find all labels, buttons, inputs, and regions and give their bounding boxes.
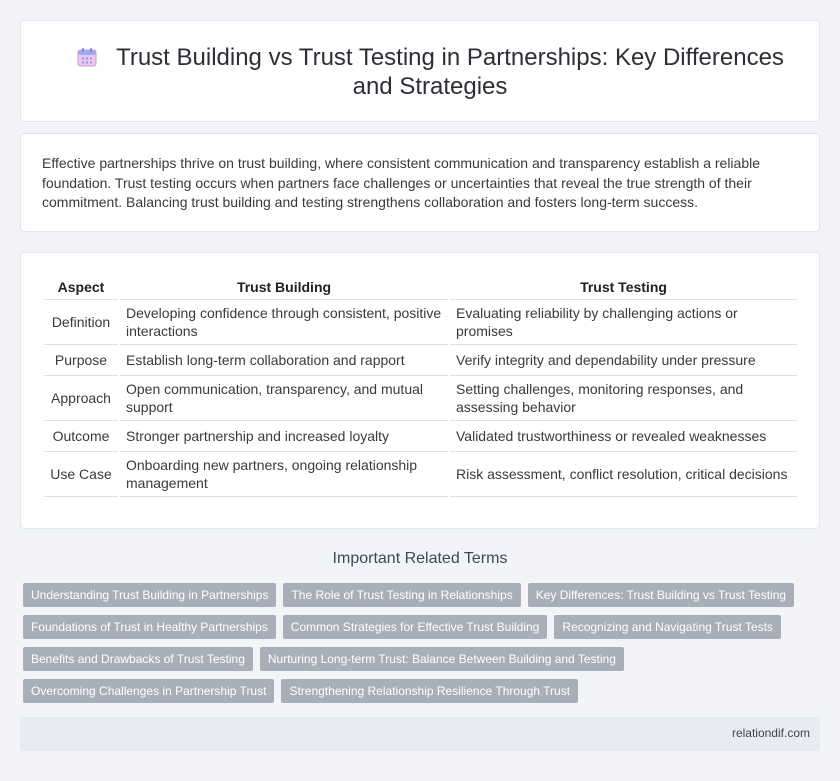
row-trust-testing: Validated trustworthiness or revealed we… bbox=[450, 421, 797, 452]
related-terms-title: Important Related Terms bbox=[332, 550, 508, 567]
tag-row: Foundations of Trust in Healthy Partners… bbox=[23, 615, 803, 639]
related-term-tag[interactable]: Strengthening Relationship Resilience Th… bbox=[281, 679, 579, 703]
header-card: Trust Building vs Trust Testing in Partn… bbox=[20, 20, 820, 122]
comparison-table: Aspect Trust Building Trust Testing Defi… bbox=[42, 274, 799, 497]
related-terms-list: Understanding Trust Building in Partners… bbox=[23, 583, 803, 711]
related-term-tag[interactable]: Overcoming Challenges in Partnership Tru… bbox=[23, 679, 275, 703]
related-term-tag[interactable]: Understanding Trust Building in Partners… bbox=[23, 583, 277, 607]
row-trust-testing: Risk assessment, conflict resolution, cr… bbox=[450, 452, 797, 497]
column-header-aspect: Aspect bbox=[44, 274, 118, 300]
row-aspect: Outcome bbox=[44, 421, 118, 452]
row-trust-building: Stronger partnership and increased loyal… bbox=[120, 421, 448, 452]
tag-row: Overcoming Challenges in Partnership Tru… bbox=[23, 679, 803, 703]
related-term-tag[interactable]: Key Differences: Trust Building vs Trust… bbox=[527, 583, 795, 607]
table-row: Definition Developing confidence through… bbox=[44, 300, 797, 345]
row-trust-building: Establish long-term collaboration and ra… bbox=[120, 345, 448, 376]
row-trust-testing: Verify integrity and dependability under… bbox=[450, 345, 797, 376]
title-wrap: Trust Building vs Trust Testing in Partn… bbox=[61, 43, 799, 101]
row-aspect: Purpose bbox=[44, 345, 118, 376]
intro-card: Effective partnerships thrive on trust b… bbox=[20, 133, 820, 232]
related-term-tag[interactable]: Common Strategies for Effective Trust Bu… bbox=[282, 615, 548, 639]
table-header-row: Aspect Trust Building Trust Testing bbox=[44, 274, 797, 300]
row-trust-testing: Evaluating reliability by challenging ac… bbox=[450, 300, 797, 345]
table-row: Outcome Stronger partnership and increas… bbox=[44, 421, 797, 452]
page-title: Trust Building vs Trust Testing in Partn… bbox=[116, 44, 784, 100]
row-trust-testing: Setting challenges, monitoring responses… bbox=[450, 376, 797, 421]
table-row: Use Case Onboarding new partners, ongoin… bbox=[44, 452, 797, 497]
row-aspect: Use Case bbox=[44, 452, 118, 497]
row-trust-building: Open communication, transparency, and mu… bbox=[120, 376, 448, 421]
column-header-trust-testing: Trust Testing bbox=[450, 274, 797, 300]
tag-row: Understanding Trust Building in Partners… bbox=[23, 583, 803, 607]
related-term-tag[interactable]: Nurturing Long-term Trust: Balance Betwe… bbox=[259, 647, 624, 671]
related-term-tag[interactable]: Benefits and Drawbacks of Trust Testing bbox=[23, 647, 253, 671]
row-trust-building: Developing confidence through consistent… bbox=[120, 300, 448, 345]
footer-site-link[interactable]: relationdif.com bbox=[731, 726, 810, 740]
row-trust-building: Onboarding new partners, ongoing relatio… bbox=[120, 452, 448, 497]
row-aspect: Approach bbox=[44, 376, 118, 421]
table-row: Approach Open communication, transparenc… bbox=[44, 376, 797, 421]
column-header-trust-building: Trust Building bbox=[120, 274, 448, 300]
related-term-tag[interactable]: Foundations of Trust in Healthy Partners… bbox=[23, 615, 276, 639]
row-aspect: Definition bbox=[44, 300, 118, 345]
footer: relationdif.com bbox=[20, 717, 820, 751]
comparison-table-card: Aspect Trust Building Trust Testing Defi… bbox=[20, 252, 820, 529]
related-term-tag[interactable]: Recognizing and Navigating Trust Tests bbox=[554, 615, 781, 639]
related-term-tag[interactable]: The Role of Trust Testing in Relationshi… bbox=[283, 583, 521, 607]
tag-row: Benefits and Drawbacks of Trust Testing … bbox=[23, 647, 803, 671]
table-row: Purpose Establish long-term collaboratio… bbox=[44, 345, 797, 376]
calendar-icon bbox=[77, 48, 97, 67]
intro-paragraph: Effective partnerships thrive on trust b… bbox=[42, 155, 761, 210]
